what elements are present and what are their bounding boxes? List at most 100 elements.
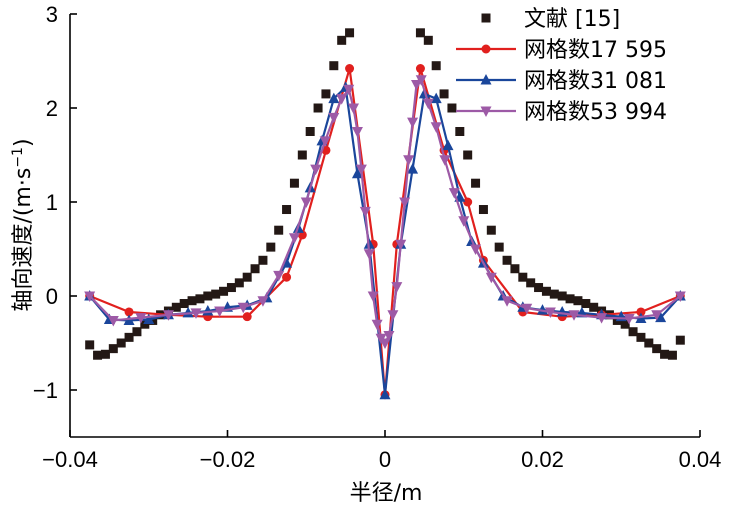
data-point bbox=[108, 344, 118, 354]
legend: 文献 [15] 网格数17 595 网格数31 081 网格数53 994 bbox=[456, 7, 667, 125]
x-tick-label: −0.04 bbox=[42, 447, 98, 472]
data-point bbox=[395, 239, 407, 251]
data-point bbox=[100, 349, 110, 359]
legend-marker bbox=[481, 44, 491, 54]
data-point bbox=[336, 94, 348, 105]
data-point bbox=[415, 64, 425, 74]
data-point bbox=[182, 306, 194, 318]
data-point bbox=[250, 264, 260, 274]
data-point bbox=[623, 314, 635, 325]
data-point bbox=[242, 272, 252, 282]
data-point bbox=[162, 310, 174, 321]
data-point bbox=[84, 291, 96, 302]
data-point bbox=[351, 127, 363, 138]
data-point bbox=[190, 308, 202, 319]
y-axis-title: 轴向速度/(m·s−1) bbox=[10, 138, 36, 311]
data-point bbox=[596, 313, 608, 324]
data-point bbox=[379, 388, 391, 400]
data-point bbox=[242, 312, 252, 322]
y-axis-title-main: 轴向速度/(m·s bbox=[11, 168, 36, 312]
legend-marker bbox=[480, 106, 492, 117]
data-point bbox=[179, 299, 189, 309]
data-point bbox=[359, 206, 371, 218]
data-point bbox=[407, 163, 419, 174]
data-point bbox=[116, 338, 126, 348]
y-tick-label: 2 bbox=[46, 96, 58, 121]
x-tick-label: 0 bbox=[379, 447, 391, 472]
data-point bbox=[568, 310, 580, 321]
data-point bbox=[589, 302, 599, 312]
data-point bbox=[274, 225, 284, 235]
data-point bbox=[458, 216, 470, 227]
data-point bbox=[363, 249, 375, 260]
y-tick-label: 1 bbox=[46, 190, 58, 215]
data-point bbox=[328, 92, 340, 104]
legend-marker bbox=[480, 74, 492, 85]
data-point bbox=[234, 278, 244, 288]
data-point bbox=[266, 242, 276, 252]
data-point bbox=[636, 332, 646, 342]
data-point bbox=[226, 283, 236, 293]
data-point bbox=[651, 310, 663, 321]
data-point bbox=[219, 286, 229, 296]
data-point bbox=[544, 307, 556, 318]
x-tick-label: 0.02 bbox=[521, 447, 564, 472]
data-point bbox=[85, 340, 95, 350]
data-point bbox=[391, 282, 403, 293]
legend-item: 网格数53 994 bbox=[456, 100, 667, 125]
data-point bbox=[478, 205, 488, 215]
data-point bbox=[143, 313, 155, 324]
x-axis-title: 半径/m bbox=[350, 481, 423, 506]
data-point bbox=[541, 286, 551, 296]
data-point bbox=[423, 35, 433, 45]
y-axis-title-sup: −1 bbox=[10, 147, 26, 168]
data-point bbox=[448, 188, 460, 199]
data-point bbox=[675, 335, 685, 345]
data-point bbox=[415, 75, 427, 86]
data-point bbox=[501, 296, 513, 307]
data-point bbox=[485, 272, 497, 284]
data-point bbox=[367, 291, 379, 302]
data-point bbox=[203, 291, 213, 301]
data-point bbox=[660, 349, 670, 359]
data-point bbox=[379, 338, 391, 349]
data-point bbox=[300, 197, 312, 208]
legend-label: 文献 [15] bbox=[524, 7, 620, 32]
data-point bbox=[297, 150, 307, 160]
data-point bbox=[148, 315, 158, 325]
data-point bbox=[526, 278, 536, 288]
data-point bbox=[107, 315, 119, 327]
data-point bbox=[310, 164, 322, 176]
data-point bbox=[355, 164, 367, 176]
data-point bbox=[329, 61, 339, 71]
data-point bbox=[411, 80, 422, 91]
data-point bbox=[343, 84, 355, 96]
data-point bbox=[674, 291, 686, 302]
data-point bbox=[289, 178, 299, 188]
legend-marker bbox=[481, 13, 491, 23]
series-layer bbox=[84, 28, 686, 400]
data-point bbox=[470, 244, 482, 255]
data-point bbox=[415, 28, 425, 38]
data-point bbox=[471, 178, 481, 188]
x-tick-label: 0.04 bbox=[679, 447, 722, 472]
data-point bbox=[328, 112, 340, 124]
data-point bbox=[431, 61, 441, 71]
data-point bbox=[463, 150, 473, 160]
legend-label: 网格数53 994 bbox=[524, 100, 667, 125]
data-point bbox=[636, 307, 646, 317]
data-point bbox=[573, 296, 583, 306]
legend-item: 文献 [15] bbox=[481, 7, 620, 32]
data-point bbox=[494, 242, 504, 252]
data-point bbox=[422, 98, 434, 110]
x-tick-label: −0.02 bbox=[200, 447, 256, 472]
series-3 bbox=[84, 75, 686, 349]
data-point bbox=[521, 303, 533, 315]
data-point bbox=[348, 103, 359, 114]
data-point bbox=[132, 327, 142, 337]
data-point bbox=[140, 319, 150, 329]
data-point bbox=[345, 28, 355, 38]
y-tick-label: −1 bbox=[33, 378, 58, 403]
data-point bbox=[644, 338, 654, 348]
